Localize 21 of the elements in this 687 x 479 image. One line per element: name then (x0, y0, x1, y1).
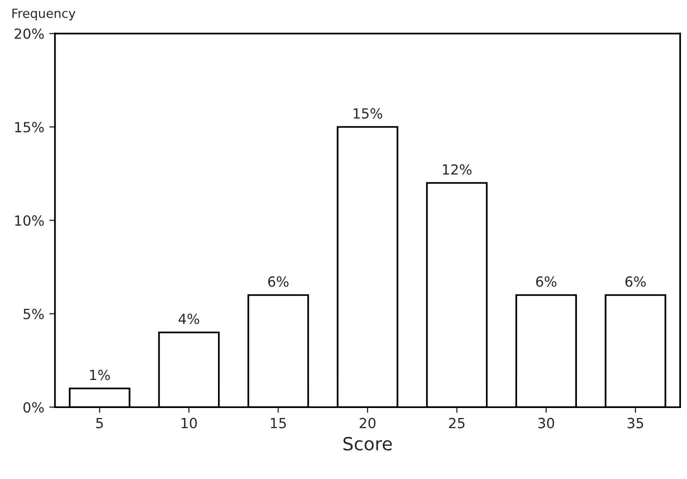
x-tick-label: 20 (360, 418, 376, 428)
x-tick-label: 10 (182, 418, 197, 428)
data-label: 15% (354, 108, 382, 119)
x-tick-label: 25 (449, 418, 464, 428)
y-tick-label: 15% (15, 122, 44, 132)
y-tick-label: 0% (23, 402, 44, 413)
x-tick-label: 15 (270, 418, 286, 428)
y-tick-label: 10% (15, 215, 44, 226)
x-axis-title: Score (343, 436, 392, 451)
data-label: 6% (625, 276, 646, 287)
y-axis-title: Frequency (12, 8, 76, 20)
x-tick-label: 30 (538, 418, 554, 428)
x-tick-label: 35 (628, 418, 644, 428)
data-label: 12% (442, 164, 472, 175)
y-tick-label: 5% (24, 308, 44, 320)
y-tick-label: 20% (14, 28, 44, 40)
data-label: 6% (536, 276, 556, 287)
x-tick-label: 5 (96, 418, 103, 428)
data-label: 6% (268, 276, 288, 287)
data-label: 4% (178, 314, 200, 324)
data-label: 1% (90, 370, 110, 380)
